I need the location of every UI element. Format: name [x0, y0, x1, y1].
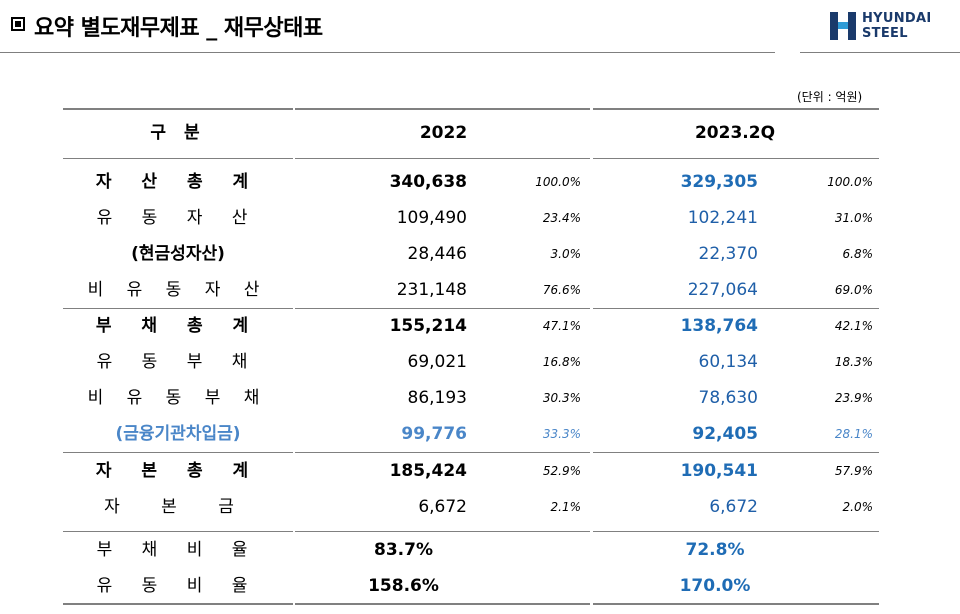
pct-2023: 23.9% [834, 391, 873, 405]
header-2022: 2022 [419, 123, 468, 143]
pct-2022: 52.9% [542, 464, 581, 478]
square-bullet-icon [11, 17, 25, 31]
value-2023: 22,370 [698, 244, 758, 264]
value-2023: 227,064 [687, 280, 758, 300]
pct-2022: 47.1% [542, 319, 581, 333]
value-2023: 190,541 [680, 461, 758, 481]
row-label: 비 유 동 자 산 [87, 280, 269, 300]
logo-line1: HYUNDAI [862, 11, 932, 26]
pct-2022: 2.1% [550, 500, 582, 514]
pct-2023: 100.0% [827, 175, 873, 189]
pct-2022: 3.0% [550, 247, 582, 261]
value-2023: 102,241 [687, 208, 758, 228]
header-category: 구 분 [150, 123, 206, 143]
section-rule [593, 531, 879, 532]
value-2022: 231,148 [396, 280, 467, 300]
value-2022: 155,214 [389, 316, 467, 336]
value-2023: 60,134 [698, 352, 758, 372]
pct-2022: 33.3% [542, 427, 581, 441]
value-2022: 185,424 [389, 461, 467, 481]
value-2023: 329,305 [680, 172, 758, 192]
table-bottom-rule [295, 603, 590, 605]
row-label: 비 유 동 부 채 [87, 388, 269, 408]
table-top-rule [63, 108, 293, 110]
header-rule [593, 158, 879, 159]
title-bar: 요약 별도재무제표 _ 재무상태표 HYUNDAI STEEL [0, 0, 960, 53]
pct-2023: 69.0% [834, 283, 873, 297]
value-2022: 86,193 [407, 388, 467, 408]
pct-2023: 18.3% [834, 355, 873, 369]
pct-2023: 6.8% [842, 247, 874, 261]
section-rule [593, 308, 879, 309]
logo-line2: STEEL [862, 26, 908, 41]
section-rule [63, 452, 293, 453]
table-bottom-rule [593, 603, 879, 605]
ratio-2023: 170.0% [679, 576, 751, 596]
table-bottom-rule [63, 603, 293, 605]
header-rule [63, 158, 293, 159]
logo-text: HYUNDAI STEEL [862, 11, 932, 41]
value-2022: 340,638 [389, 172, 467, 192]
table-top-rule [593, 108, 879, 110]
ratio-label: 유 동 비 율 [96, 576, 260, 596]
hyundai-steel-logo-icon [830, 12, 856, 40]
page-title: 요약 별도재무제표 _ 재무상태표 [34, 16, 323, 41]
value-2023: 92,405 [692, 424, 758, 444]
section-rule [63, 308, 293, 309]
hyundai-steel-logo: HYUNDAI STEEL [828, 8, 953, 44]
pct-2022: 100.0% [535, 175, 581, 189]
row-label: (금융기관차입금) [115, 424, 241, 444]
value-2022: 99,776 [401, 424, 467, 444]
value-2022: 69,021 [407, 352, 467, 372]
value-2023: 6,672 [709, 497, 758, 517]
value-2022: 6,672 [418, 497, 467, 517]
section-rule [295, 308, 590, 309]
value-2023: 138,764 [680, 316, 758, 336]
ratio-2022: 83.7% [374, 540, 433, 560]
pct-2023: 42.1% [834, 319, 873, 333]
row-label: 자 산 총 계 [95, 172, 261, 192]
row-label: 유 동 부 채 [96, 352, 260, 372]
pct-2023: 2.0% [842, 500, 874, 514]
section-rule [295, 452, 590, 453]
header-2023-2q: 2023.2Q [694, 123, 776, 143]
value-2022: 28,446 [407, 244, 467, 264]
row-label: 유 동 자 산 [96, 208, 260, 228]
pct-2023: 57.9% [834, 464, 873, 478]
pct-2022: 16.8% [542, 355, 581, 369]
value-2022: 109,490 [396, 208, 467, 228]
ratio-2022: 158.6% [368, 576, 439, 596]
pct-2022: 30.3% [542, 391, 581, 405]
pct-2023: 31.0% [834, 211, 873, 225]
ratio-label: 부 채 비 율 [96, 540, 260, 560]
row-label: (현금성자산) [131, 244, 225, 264]
table-top-rule [295, 108, 590, 110]
row-label: 자 본 총 계 [95, 461, 261, 481]
ratio-2023: 72.8% [685, 540, 745, 560]
unit-note: (단위 : 억원) [797, 90, 863, 104]
pct-2022: 23.4% [542, 211, 581, 225]
value-2023: 78,630 [698, 388, 758, 408]
section-rule [295, 531, 590, 532]
row-label: 자 본 금 [104, 497, 252, 517]
section-rule [63, 531, 293, 532]
section-rule [593, 452, 879, 453]
header-rule [295, 158, 590, 159]
pct-2023: 28.1% [834, 427, 873, 441]
pct-2022: 76.6% [542, 283, 581, 297]
row-label: 부 채 총 계 [95, 316, 261, 336]
